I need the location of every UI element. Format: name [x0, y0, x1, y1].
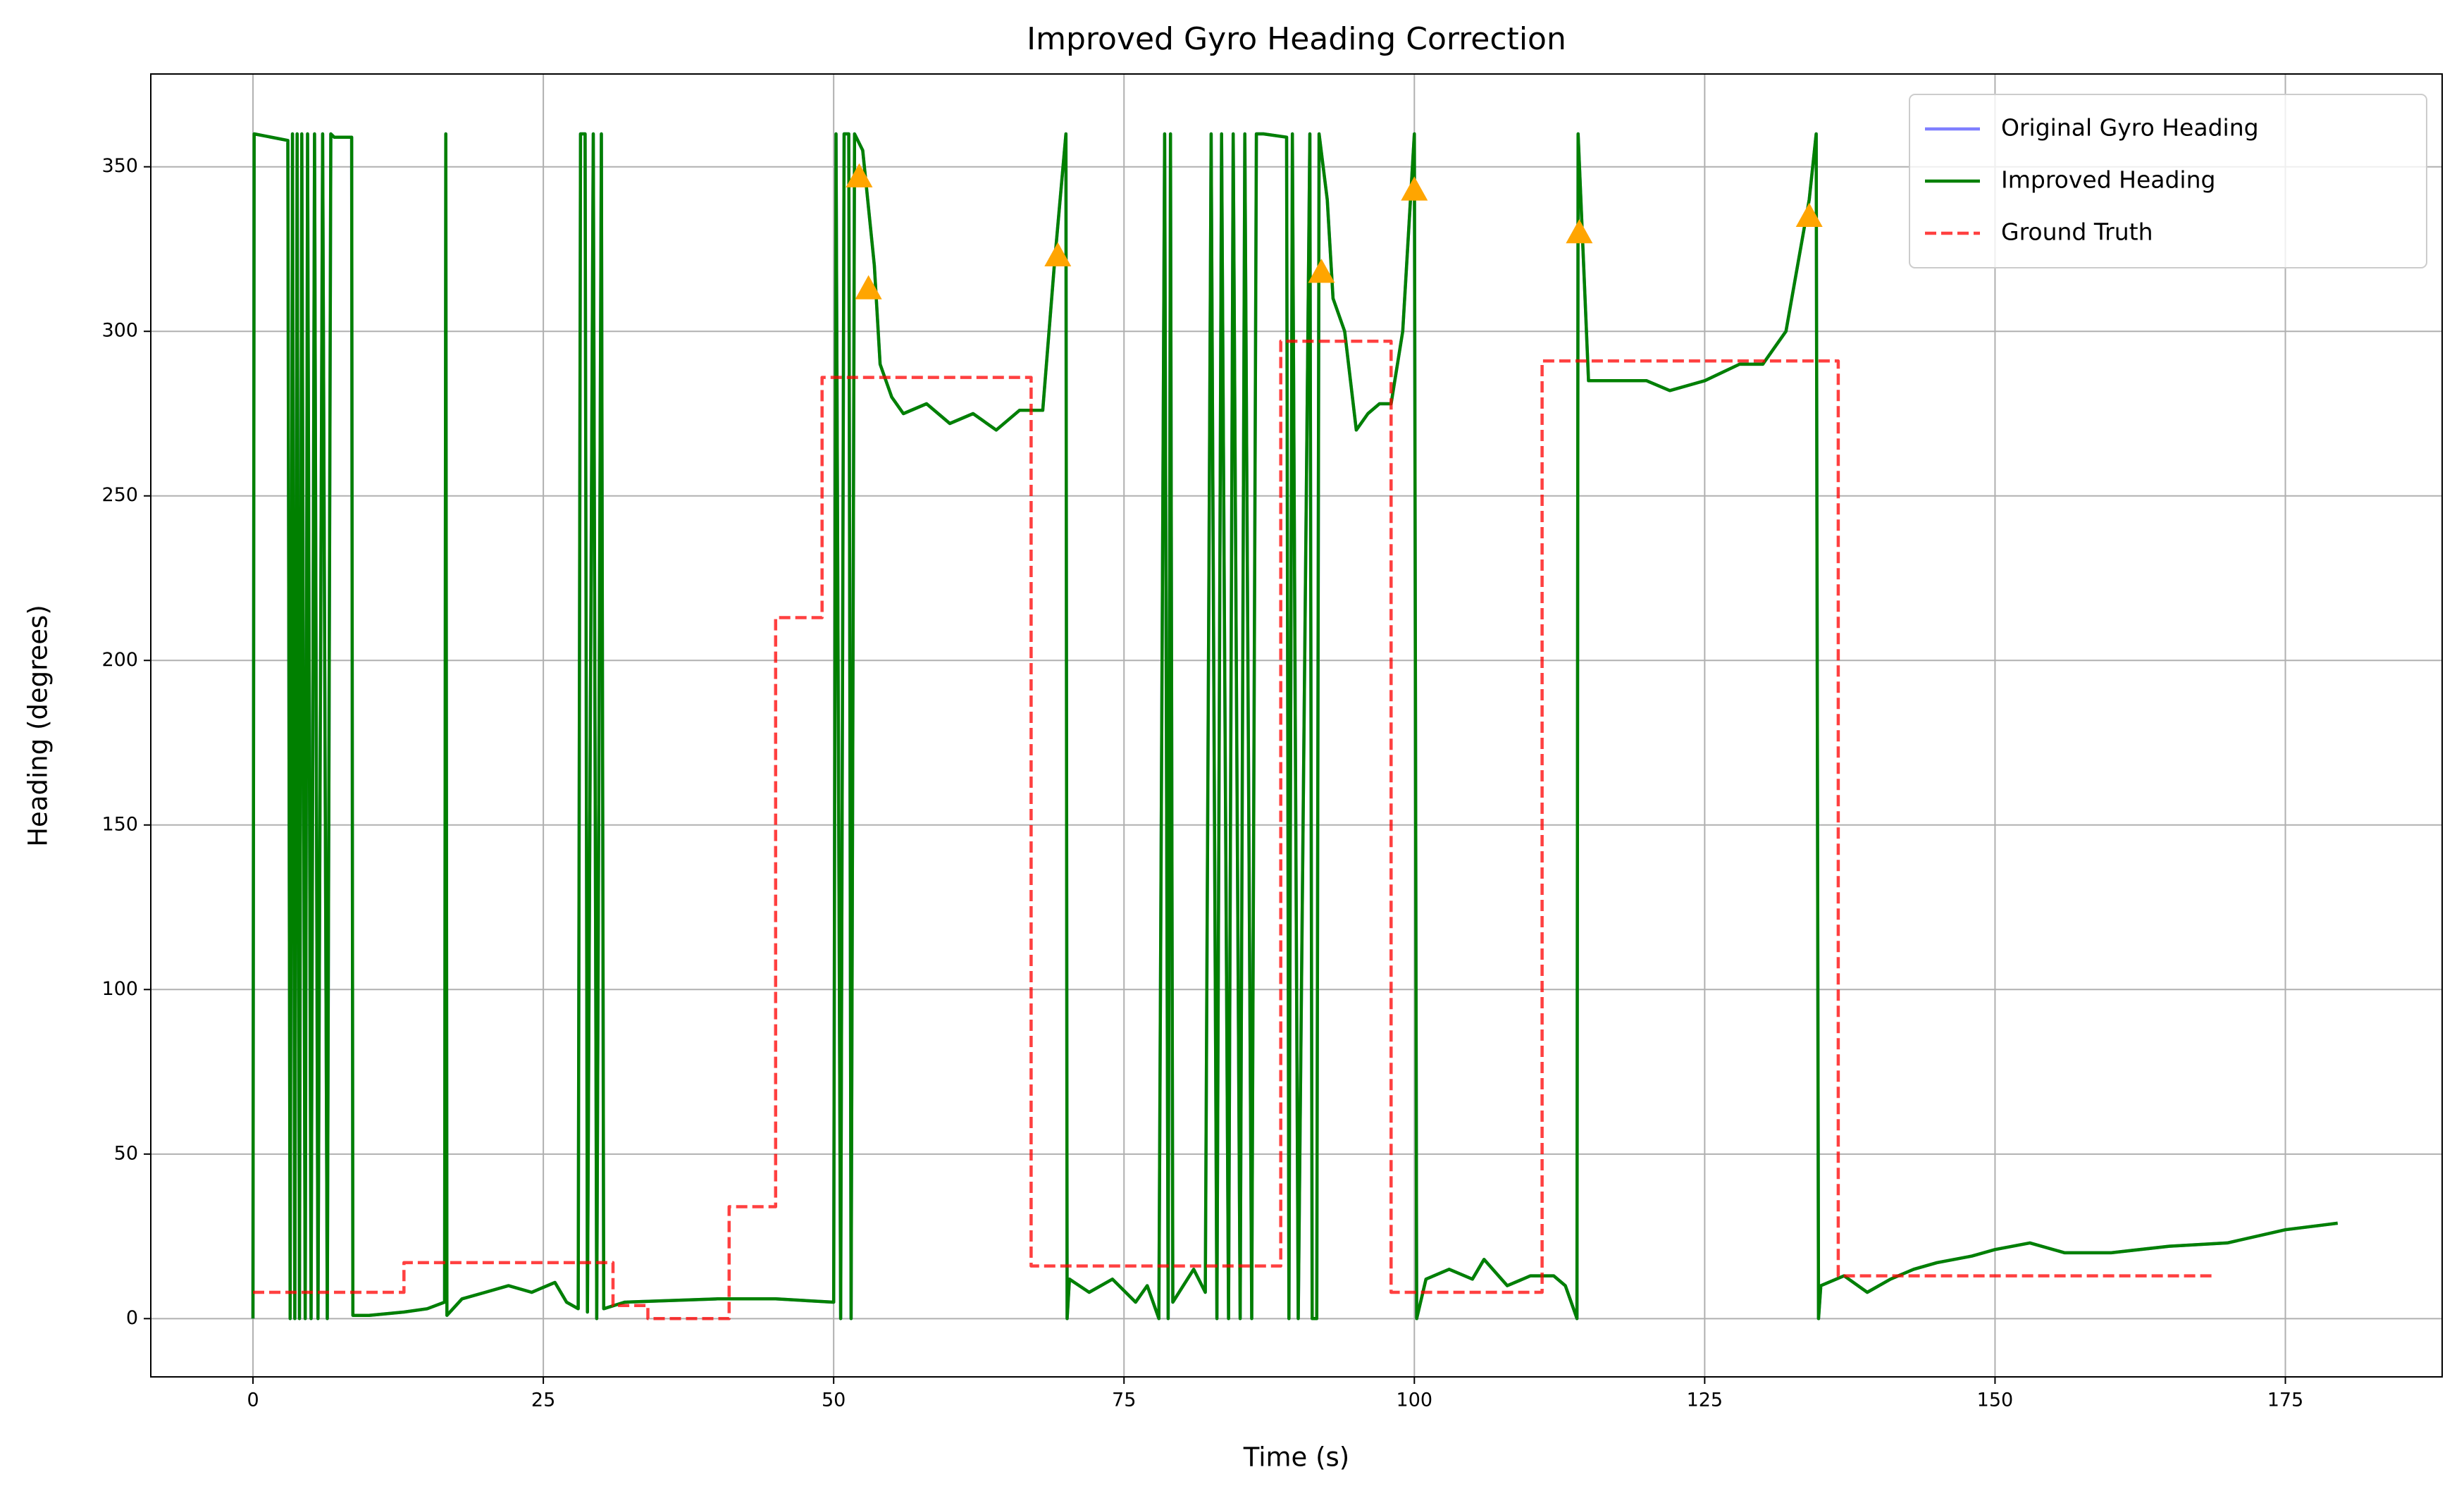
- marker: [1566, 219, 1593, 244]
- legend-label: Original Gyro Heading: [2001, 114, 2259, 142]
- x-tick-label: 50: [822, 1390, 846, 1411]
- line: [251, 132, 2338, 1320]
- y-tick-label: 50: [114, 1142, 138, 1164]
- marker: [1795, 202, 1823, 227]
- marker: [1308, 259, 1335, 283]
- y-tick-label: 150: [101, 813, 138, 835]
- legend-label: Ground Truth: [2001, 218, 2153, 246]
- x-axis-label: Time (s): [1243, 1442, 1349, 1473]
- legend-box: [1909, 94, 2427, 268]
- y-tick-label: 0: [126, 1307, 138, 1329]
- y-tick-label: 350: [101, 155, 138, 177]
- x-tick-label: 25: [531, 1390, 555, 1411]
- line: [253, 339, 2216, 1320]
- chart-title: Improved Gyro Heading Correction: [1027, 21, 1566, 57]
- x-tick-label: 75: [1112, 1390, 1136, 1411]
- marker: [1044, 242, 1072, 267]
- x-tick-label: 0: [247, 1390, 259, 1411]
- x-tick-label: 100: [1397, 1390, 1433, 1411]
- y-axis-label: Heading (degrees): [23, 605, 54, 847]
- y-tick-label: 100: [101, 978, 138, 1000]
- plot-frame: [150, 73, 2443, 1378]
- marker: [846, 163, 873, 187]
- y-tick-label: 250: [101, 484, 138, 506]
- x-tick-label: 150: [1977, 1390, 2014, 1411]
- y-tick-label: 200: [101, 649, 138, 671]
- legend-label: Improved Heading: [2001, 166, 2215, 194]
- marker: [855, 275, 882, 299]
- x-tick-label: 125: [1687, 1390, 1723, 1411]
- y-tick-label: 300: [101, 320, 138, 342]
- x-tick-label: 175: [2267, 1390, 2304, 1411]
- marker: [1401, 176, 1428, 201]
